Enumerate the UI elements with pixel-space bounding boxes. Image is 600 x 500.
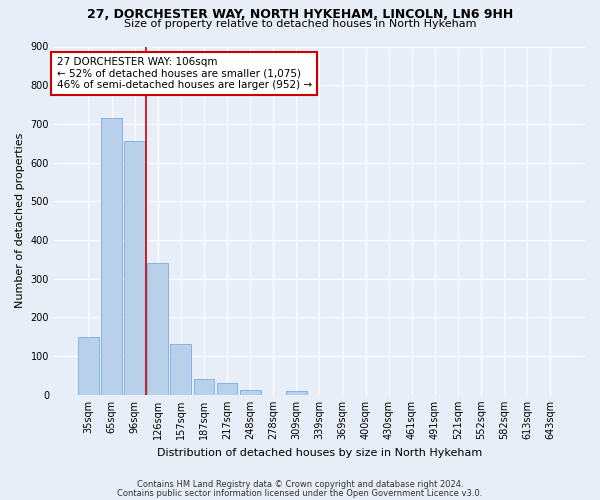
Text: 27 DORCHESTER WAY: 106sqm
← 52% of detached houses are smaller (1,075)
46% of se: 27 DORCHESTER WAY: 106sqm ← 52% of detac… <box>56 57 311 90</box>
Bar <box>194 378 214 395</box>
Text: 27, DORCHESTER WAY, NORTH HYKEHAM, LINCOLN, LN6 9HH: 27, DORCHESTER WAY, NORTH HYKEHAM, LINCO… <box>87 8 513 20</box>
X-axis label: Distribution of detached houses by size in North Hykeham: Distribution of detached houses by size … <box>157 448 482 458</box>
Text: Contains public sector information licensed under the Open Government Licence v3: Contains public sector information licen… <box>118 488 482 498</box>
Y-axis label: Number of detached properties: Number of detached properties <box>15 133 25 308</box>
Bar <box>217 383 238 395</box>
Bar <box>286 391 307 395</box>
Bar <box>170 344 191 395</box>
Bar <box>78 337 99 395</box>
Bar <box>124 142 145 395</box>
Text: Size of property relative to detached houses in North Hykeham: Size of property relative to detached ho… <box>124 19 476 29</box>
Bar <box>101 118 122 395</box>
Text: Contains HM Land Registry data © Crown copyright and database right 2024.: Contains HM Land Registry data © Crown c… <box>137 480 463 489</box>
Bar <box>240 390 260 395</box>
Bar <box>148 263 168 395</box>
